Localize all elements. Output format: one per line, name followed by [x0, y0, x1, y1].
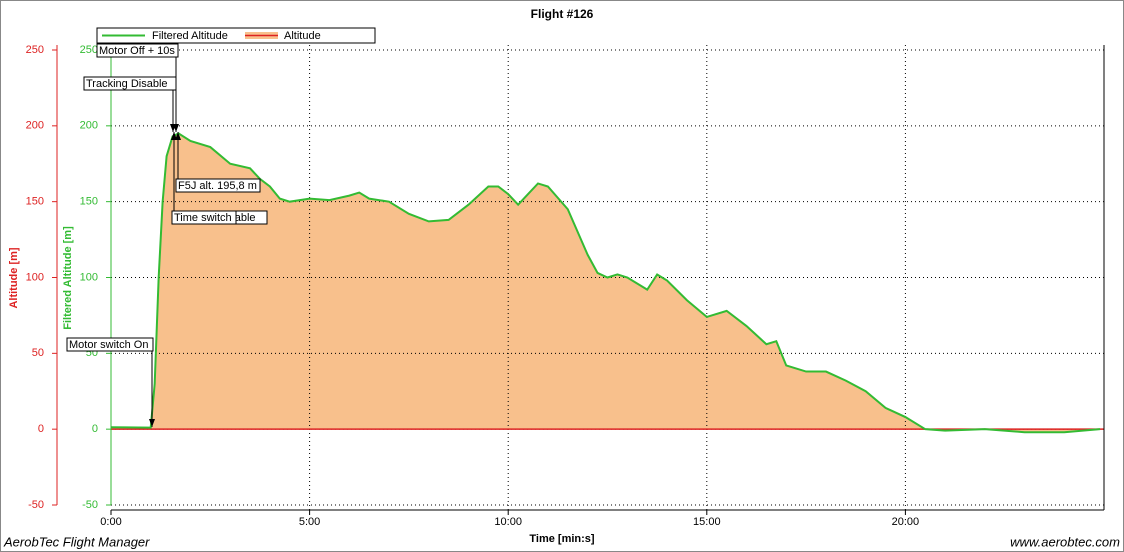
annotation-arrowhead — [149, 419, 155, 427]
chart-title: Flight #126 — [531, 7, 594, 21]
footer-right: www.aerobtec.com — [1010, 534, 1120, 549]
x-tick-label: 5:00 — [299, 516, 320, 528]
annotation-label: F5J alt. 195,8 m — [178, 180, 257, 192]
legend-label: Altitude — [284, 30, 321, 42]
altitude-area — [111, 133, 1101, 433]
y-tick-label: 0 — [38, 423, 44, 435]
x-tick-label: 10:00 — [494, 516, 522, 528]
y2-tick-label: 100 — [80, 271, 98, 283]
legend-label: Filtered Altitude — [152, 30, 228, 42]
footer-left: AerobTec Flight Manager — [3, 534, 150, 549]
annotation-box — [171, 210, 237, 225]
x-tick-label: 15:00 — [693, 516, 721, 528]
y2-tick-label: 150 — [80, 196, 98, 208]
y-axis-label: Altitude [m] — [8, 247, 20, 308]
y2-tick-label: 0 — [92, 423, 98, 435]
annotation-label: Motor switch On — [69, 339, 148, 351]
annotation-box — [175, 178, 261, 193]
annotation-arrowhead — [175, 132, 181, 140]
legend-box — [96, 27, 376, 44]
x-axis-label: Time [min:s] — [529, 533, 595, 545]
annotation-arrowhead — [171, 132, 177, 140]
y2-tick-label: -50 — [82, 499, 98, 511]
y2-tick-label: 250 — [80, 44, 98, 56]
annotation-box — [66, 337, 154, 352]
y-tick-label: 150 — [26, 196, 44, 208]
y2-tick-label: 200 — [80, 120, 98, 132]
filtered-line — [110, 132, 1101, 434]
annotation-label: Motor Off + 10s — [99, 45, 175, 57]
x-tick-label: 0:00 — [100, 516, 121, 528]
annotation-arrowhead — [170, 124, 176, 132]
y-tick-label: 250 — [26, 44, 44, 56]
y-tick-label: -50 — [28, 499, 44, 511]
annotation-label: Time switch — [174, 212, 232, 224]
annotation-box — [96, 43, 179, 58]
annotation-label: Tracking Disable — [86, 78, 168, 90]
x-tick-label: 20:00 — [892, 516, 920, 528]
y-tick-label: 100 — [26, 271, 44, 283]
y-tick-label: 50 — [32, 347, 44, 359]
y2-axis-label: Filtered Altitude [m] — [62, 226, 74, 330]
y-tick-label: 200 — [26, 120, 44, 132]
annotation-box — [83, 76, 177, 91]
